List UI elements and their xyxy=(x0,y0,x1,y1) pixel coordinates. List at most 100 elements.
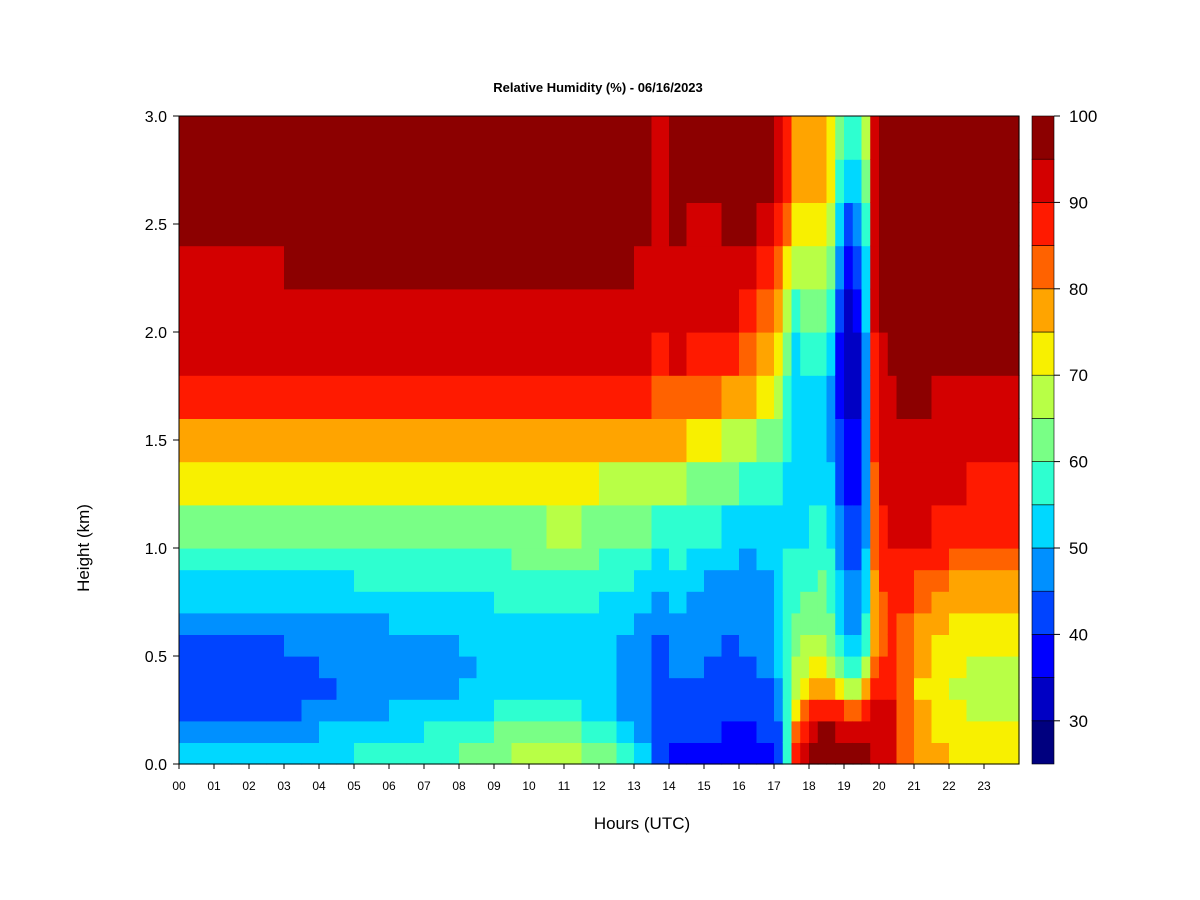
heatmap-cell xyxy=(739,548,758,571)
heatmap-cell xyxy=(354,699,373,722)
heatmap-cell xyxy=(231,375,250,419)
heatmap-cell xyxy=(739,202,758,247)
x-tick-label: 10 xyxy=(522,779,536,793)
heatmap-cell xyxy=(721,656,740,679)
heatmap-cell xyxy=(511,504,530,549)
heatmap-cell xyxy=(354,375,373,419)
heatmap-cell xyxy=(887,742,898,765)
colorbar-swatch xyxy=(1031,331,1055,376)
heatmap-cell xyxy=(826,656,836,679)
heatmap-cell xyxy=(651,504,670,549)
heatmap-cell xyxy=(511,375,530,419)
heatmap-cell xyxy=(284,504,303,549)
heatmap-cell xyxy=(301,548,320,571)
heatmap-cell xyxy=(852,699,863,722)
heatmap-cell xyxy=(931,288,950,333)
heatmap-cell xyxy=(371,375,390,419)
heatmap-cell xyxy=(476,677,495,700)
heatmap-cell xyxy=(511,288,530,333)
heatmap-cell xyxy=(599,720,618,743)
heatmap-cell xyxy=(196,591,215,614)
heatmap-cell xyxy=(511,418,530,463)
heatmap-cell xyxy=(870,159,880,203)
heatmap-cell xyxy=(214,375,233,419)
heatmap-cell xyxy=(826,677,836,700)
heatmap-cell xyxy=(634,742,653,765)
heatmap-cell xyxy=(949,288,968,333)
heatmap-cell xyxy=(284,461,303,506)
heatmap-cell xyxy=(782,656,793,679)
heatmap-cell xyxy=(581,504,600,549)
heatmap-cell xyxy=(179,677,198,700)
heatmap-cell xyxy=(581,245,600,290)
heatmap-cell xyxy=(931,116,950,160)
heatmap-cell xyxy=(406,742,425,765)
heatmap-cell xyxy=(476,116,495,160)
heatmap-cell xyxy=(984,634,1003,657)
heatmap-cell xyxy=(791,245,801,290)
heatmap-cell xyxy=(564,461,583,506)
heatmap-cell xyxy=(231,742,250,765)
heatmap-cell xyxy=(704,116,723,160)
heatmap-cell xyxy=(756,288,775,333)
heatmap-cell xyxy=(301,202,320,247)
heatmap-cell xyxy=(817,634,828,657)
heatmap-cell xyxy=(284,742,303,765)
heatmap-cell xyxy=(389,159,408,203)
heatmap-cell xyxy=(599,461,618,506)
x-tick-label: 21 xyxy=(907,779,921,793)
heatmap-cell xyxy=(214,245,233,290)
heatmap-cell xyxy=(826,720,836,743)
heatmap-cell xyxy=(914,634,933,657)
heatmap-cell xyxy=(931,612,950,635)
heatmap-cell xyxy=(476,375,495,419)
heatmap-cell xyxy=(249,569,268,592)
heatmap-cell xyxy=(896,159,915,203)
heatmap-cell xyxy=(852,202,863,247)
heatmap-cell xyxy=(835,461,845,506)
heatmap-cell xyxy=(529,612,548,635)
heatmap-cell xyxy=(1001,656,1020,679)
heatmap-cell xyxy=(616,504,635,549)
heatmap-cell xyxy=(984,656,1003,679)
heatmap-cell xyxy=(354,418,373,463)
heatmap-cell xyxy=(406,591,425,614)
heatmap-cell xyxy=(984,720,1003,743)
heatmap-cell xyxy=(319,245,338,290)
heatmap-cell xyxy=(179,720,198,743)
heatmap-cell xyxy=(756,548,775,571)
heatmap-cell xyxy=(879,159,889,203)
heatmap-cell xyxy=(721,591,740,614)
heatmap-cell xyxy=(966,202,985,247)
heatmap-cell xyxy=(704,375,723,419)
heatmap-cell xyxy=(389,720,408,743)
heatmap-cell xyxy=(931,418,950,463)
heatmap-cell xyxy=(301,288,320,333)
heatmap-cell xyxy=(494,332,513,376)
heatmap-cell xyxy=(984,245,1003,290)
heatmap-cell xyxy=(354,159,373,203)
heatmap-cell xyxy=(441,591,460,614)
heatmap-cell xyxy=(686,634,705,657)
heatmap-cell xyxy=(774,245,784,290)
heatmap-cell xyxy=(835,332,845,376)
heatmap-cell xyxy=(564,548,583,571)
heatmap-cell xyxy=(651,332,670,376)
heatmap-cell xyxy=(739,116,758,160)
heatmap-cell xyxy=(371,116,390,160)
heatmap-cell xyxy=(879,699,889,722)
heatmap-cell xyxy=(835,245,845,290)
heatmap-cell xyxy=(870,375,880,419)
heatmap-cell xyxy=(984,548,1003,571)
heatmap-cell xyxy=(791,720,801,743)
heatmap-cell xyxy=(196,418,215,463)
y-axis: 0.0 0.5 1.0 1.5 2.0 2.5 3.0 xyxy=(145,109,179,774)
heatmap-cell xyxy=(214,504,233,549)
heatmap-cell xyxy=(861,656,871,679)
heatmap-cell xyxy=(879,116,889,160)
heatmap-cell xyxy=(809,202,819,247)
heatmap-cell xyxy=(494,720,513,743)
heatmap-cell xyxy=(651,548,670,571)
heatmap-cell xyxy=(266,116,285,160)
